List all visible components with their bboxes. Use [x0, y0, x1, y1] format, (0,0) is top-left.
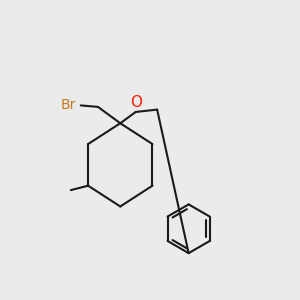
Text: Br: Br [61, 98, 76, 112]
Text: O: O [130, 95, 142, 110]
